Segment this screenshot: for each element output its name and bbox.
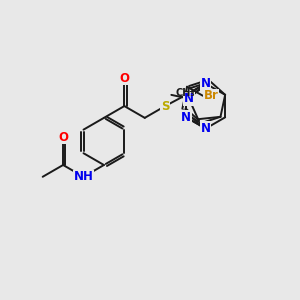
Text: N: N: [201, 122, 211, 135]
Text: S: S: [161, 100, 170, 112]
Text: CH₃: CH₃: [176, 88, 195, 98]
Text: O: O: [58, 130, 68, 144]
Text: NH: NH: [74, 170, 94, 183]
Text: N: N: [181, 111, 191, 124]
Text: N: N: [201, 77, 211, 90]
Text: Br: Br: [204, 89, 219, 102]
Text: N: N: [184, 92, 194, 105]
Text: O: O: [119, 72, 129, 85]
